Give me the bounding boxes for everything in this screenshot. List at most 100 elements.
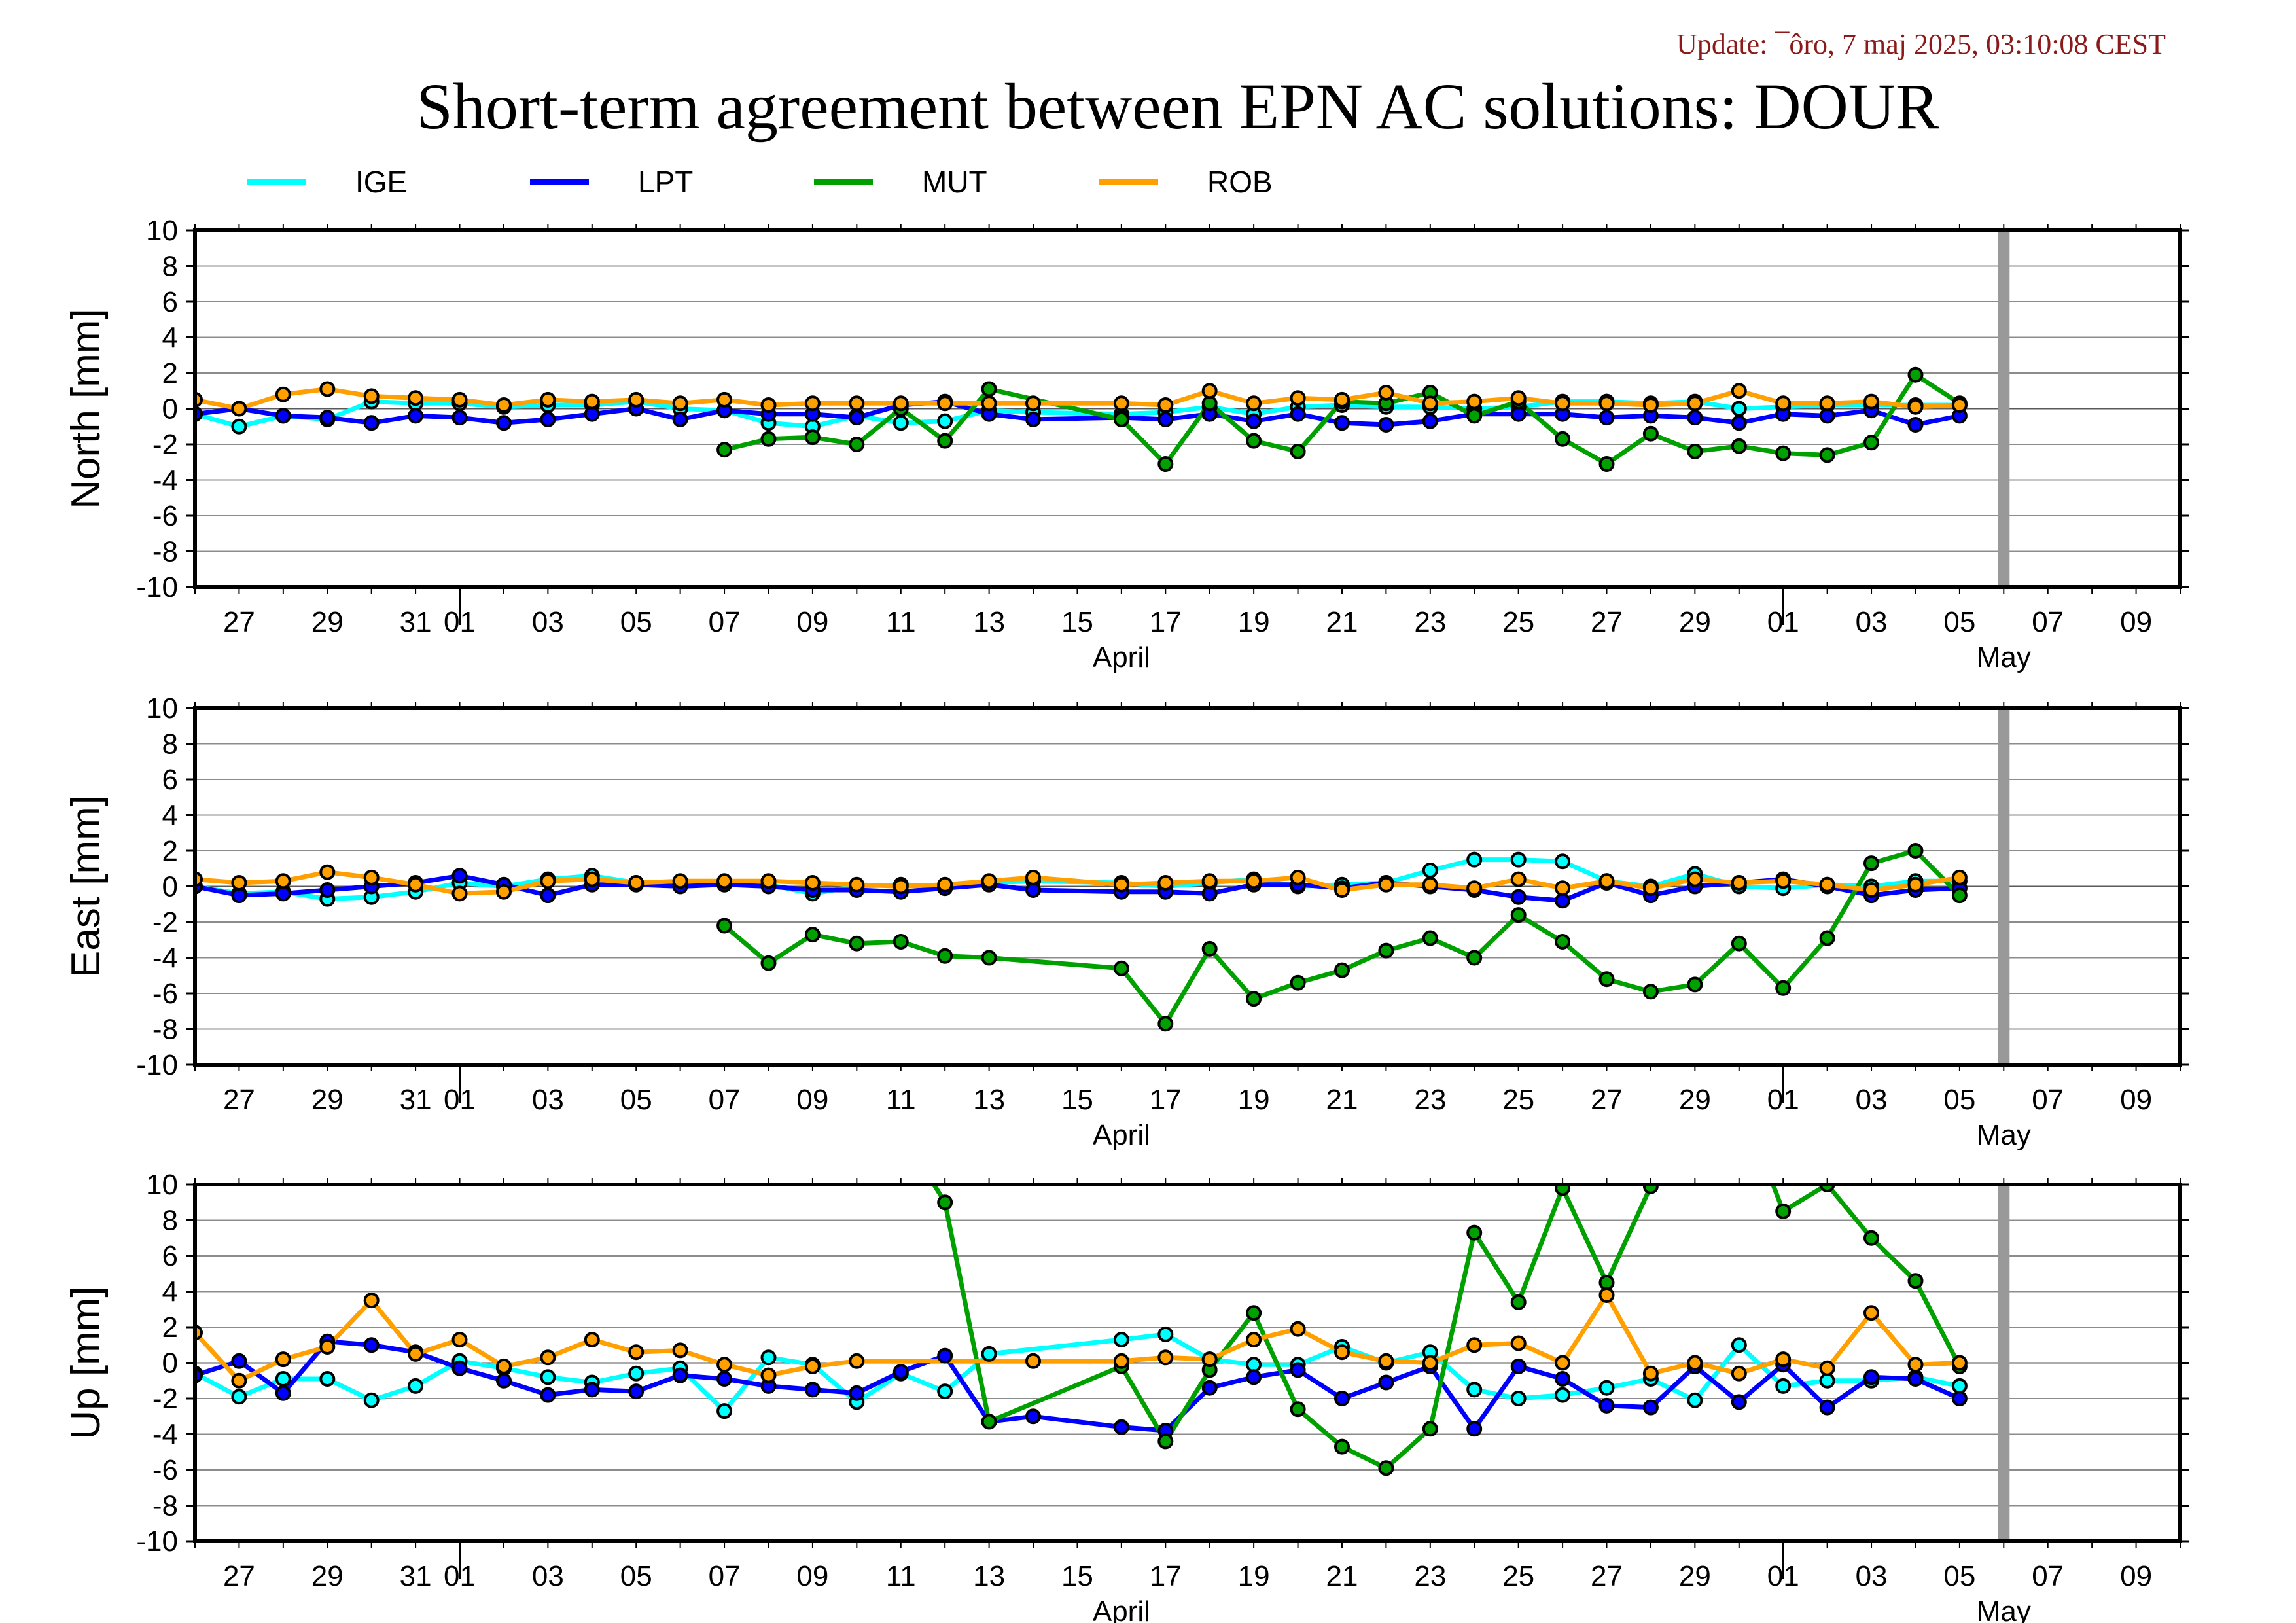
data-point-mut — [1555, 431, 1571, 447]
x-tick-label: 03 — [532, 1560, 564, 1592]
data-point-mut — [1598, 971, 1615, 988]
data-point-rob — [584, 393, 600, 410]
data-point-rob — [1555, 880, 1571, 897]
y-tick-label: -10 — [136, 571, 178, 603]
y-tick-label: 8 — [162, 728, 178, 760]
month-label: April — [1093, 1596, 1150, 1623]
data-point-rob — [496, 883, 512, 900]
data-point-lpt — [584, 406, 600, 422]
x-tick-label: 09 — [796, 1084, 828, 1116]
series-group — [195, 366, 1968, 472]
data-point-lpt — [716, 1371, 733, 1387]
data-point-lpt — [1819, 1399, 1835, 1416]
data-point-lpt — [1422, 413, 1438, 429]
y-tick-label: 2 — [162, 1311, 178, 1344]
data-point-ige — [1466, 851, 1483, 868]
data-point-mut — [1642, 425, 1659, 442]
data-point-lpt — [496, 1372, 512, 1389]
data-point-lpt — [849, 1385, 865, 1401]
data-point-ige — [1422, 863, 1438, 878]
data-point-lpt — [937, 1347, 953, 1364]
data-point-rob — [451, 391, 468, 408]
data-point-rob — [319, 864, 336, 880]
data-point-mut — [1157, 1016, 1174, 1032]
data-point-rob — [540, 391, 556, 408]
data-point-rob — [760, 1367, 777, 1383]
data-point-mut — [1422, 930, 1438, 946]
y-tick-label: 10 — [146, 692, 178, 724]
x-tick-label: 07 — [2032, 1560, 2064, 1592]
data-point-rob — [1907, 1357, 1924, 1373]
data-point-mut — [1642, 984, 1659, 1000]
data-point-lpt — [1731, 415, 1747, 431]
x-tick-label: 13 — [973, 1084, 1005, 1116]
y-tick-label: -8 — [152, 1490, 178, 1522]
data-point-lpt — [1201, 1380, 1218, 1396]
data-point-rob — [1113, 876, 1129, 893]
x-tick-label: 05 — [620, 606, 652, 638]
data-point-rob — [672, 395, 688, 412]
data-point-mut — [1378, 942, 1394, 959]
data-point-lpt — [231, 1353, 247, 1369]
x-tick-label: 05 — [620, 1560, 652, 1592]
x-tick-label: 21 — [1326, 1560, 1358, 1592]
y-tick-label: 6 — [162, 764, 178, 796]
data-point-mut — [760, 955, 777, 971]
data-point-mut — [1775, 445, 1792, 461]
data-point-rob — [319, 1339, 336, 1355]
legend-label-ige: IGE — [355, 165, 407, 199]
data-point-rob — [892, 878, 909, 895]
data-point-rob — [849, 876, 865, 893]
data-point-rob — [1334, 882, 1350, 898]
data-point-rob — [804, 395, 821, 412]
data-point-lpt — [1378, 1374, 1394, 1391]
data-point-rob — [1642, 397, 1659, 413]
x-tick-label: 29 — [1679, 606, 1711, 638]
data-point-ige — [1466, 1382, 1483, 1398]
x-tick-label: 01 — [444, 1560, 476, 1592]
x-tick-label: 05 — [1943, 606, 1975, 638]
data-point-ige — [1157, 1326, 1174, 1342]
series-group — [195, 1185, 1968, 1476]
x-tick-label: 03 — [1856, 1560, 1888, 1592]
data-point-mut — [1819, 930, 1835, 946]
data-point-mut — [937, 948, 953, 964]
y-tick-label: -10 — [136, 1525, 178, 1558]
data-point-mut — [1157, 1433, 1174, 1450]
x-tick-label: 25 — [1502, 606, 1534, 638]
data-point-lpt — [1157, 411, 1174, 427]
data-point-rob — [672, 873, 688, 889]
data-point-rob — [408, 390, 424, 406]
data-point-mut — [1201, 940, 1218, 957]
data-point-rob — [231, 1372, 247, 1389]
x-tick-label: 03 — [1856, 1084, 1888, 1116]
data-point-mut — [1466, 408, 1483, 424]
data-point-rob — [496, 397, 512, 413]
series-line-lpt — [195, 399, 1960, 427]
y-tick-label: -2 — [152, 429, 178, 461]
x-tick-label: 19 — [1238, 1560, 1270, 1592]
data-point-mut — [1246, 991, 1262, 1007]
x-tick-label: 23 — [1414, 1560, 1446, 1592]
x-tick-label: 27 — [1591, 1084, 1623, 1116]
x-tick-label: 09 — [796, 606, 828, 638]
data-point-mut — [1113, 960, 1129, 976]
y-tick-label: -6 — [152, 978, 178, 1010]
data-point-mut — [937, 433, 953, 449]
data-point-mut — [1555, 934, 1571, 950]
data-point-rob — [451, 1332, 468, 1348]
data-point-rob — [981, 873, 997, 889]
series-line-lpt — [195, 1339, 1961, 1433]
data-point-lpt — [1510, 1358, 1527, 1374]
data-point-ige — [760, 1349, 777, 1366]
x-tick-label: 21 — [1326, 1084, 1358, 1116]
data-point-lpt — [1510, 889, 1527, 905]
y-tick-label: 8 — [162, 1205, 178, 1237]
y-tick-label: 4 — [162, 1276, 178, 1308]
data-point-mut — [1907, 366, 1924, 383]
y-tick-label: 0 — [162, 393, 178, 425]
data-point-rob — [1113, 395, 1129, 412]
x-tick-label: 19 — [1238, 1084, 1270, 1116]
x-tick-label: 11 — [886, 606, 916, 638]
data-point-rob — [1201, 1351, 1218, 1368]
